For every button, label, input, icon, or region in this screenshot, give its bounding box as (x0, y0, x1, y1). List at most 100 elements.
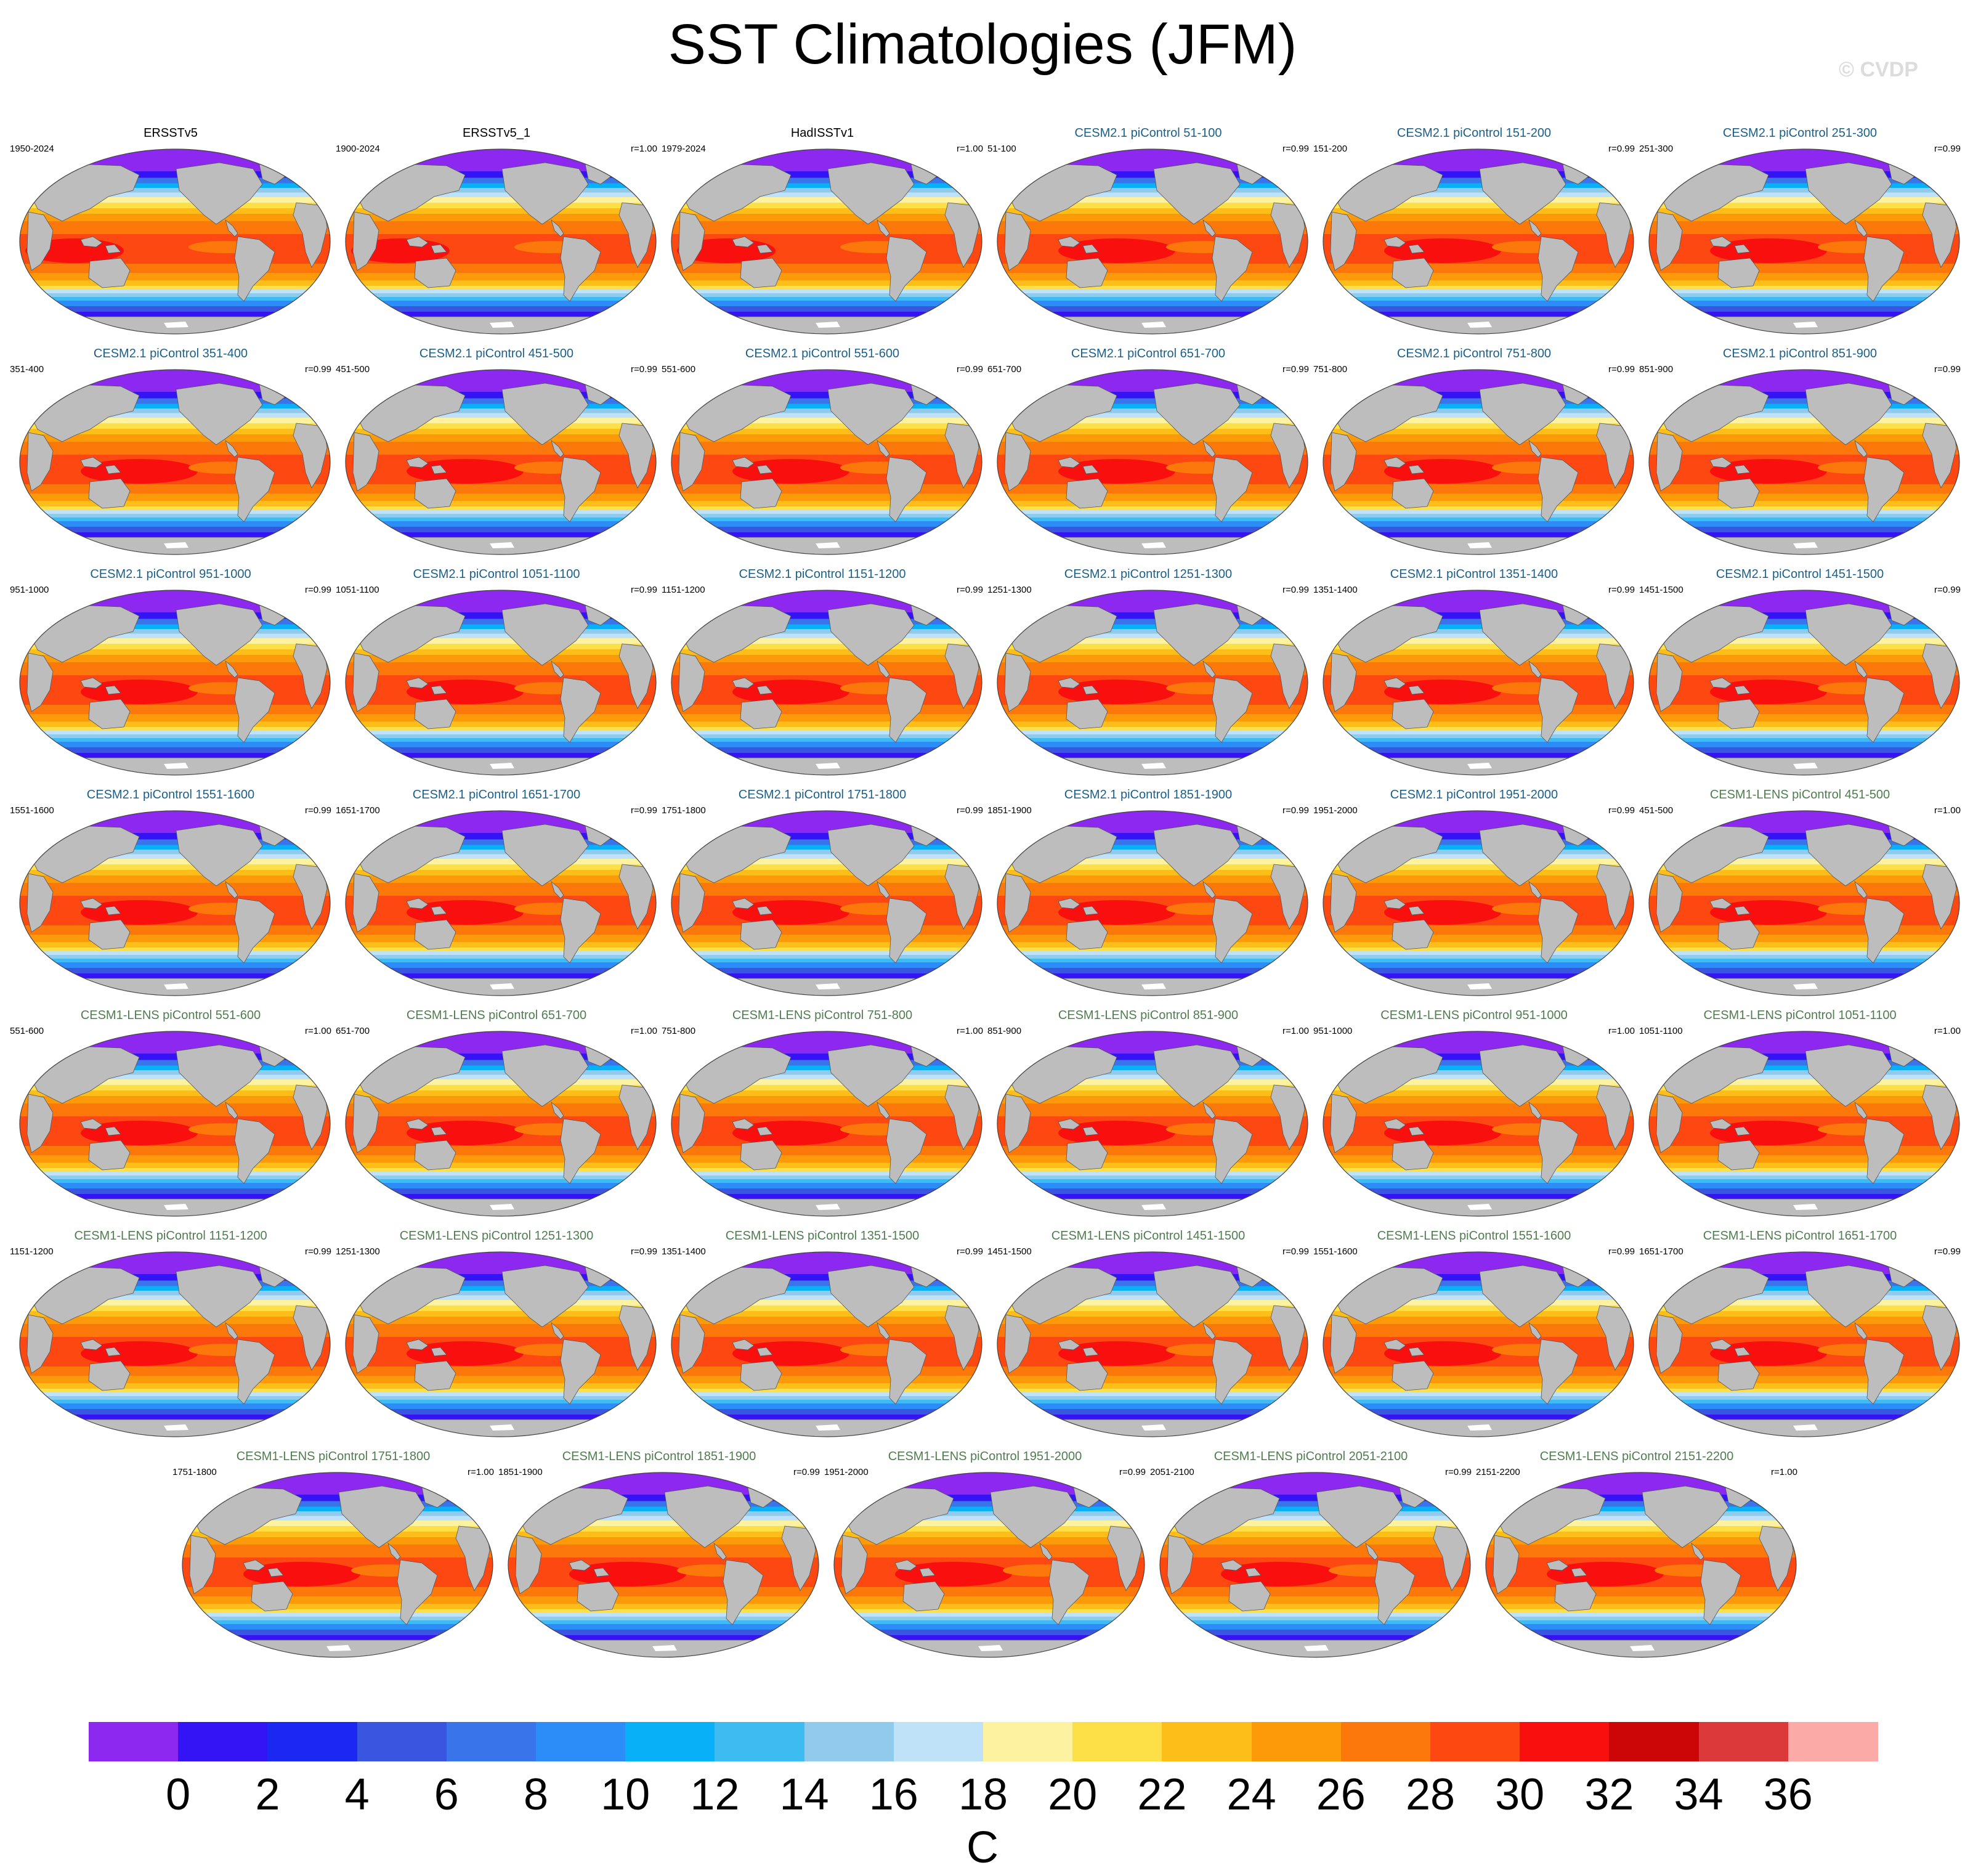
sst-band (671, 197, 982, 203)
panel-title: ERSSTv5 (144, 126, 198, 140)
colorbar-tick-label: 4 (344, 1770, 370, 1819)
sst-band (671, 655, 982, 663)
sst-band (346, 850, 656, 855)
sst-band (997, 1163, 1308, 1169)
panel-correlation: r=0.99 (305, 1246, 331, 1257)
map-panel: ERSSTv5 1950-2024 (7, 126, 334, 336)
land-mass (1374, 1559, 1416, 1625)
sst-band (1323, 638, 1634, 644)
missing-data-patch (1793, 322, 1818, 328)
land-mass (1479, 383, 1566, 445)
land-mass (1202, 1322, 1216, 1340)
sst-band (508, 1545, 819, 1558)
sst-band (1323, 1383, 1634, 1389)
sst-band (1649, 811, 1959, 834)
sst-band (346, 633, 656, 639)
sst-band (20, 484, 330, 494)
sst-band (1649, 1400, 1959, 1404)
map-outline (1648, 148, 1960, 335)
sst-band (671, 850, 982, 855)
sst-band (1323, 506, 1634, 511)
missing-data-patch (1467, 1424, 1492, 1431)
sst-band (1160, 1620, 1470, 1625)
sst-band (346, 942, 656, 948)
sst-band (20, 619, 330, 625)
missing-data-patch (978, 1645, 1003, 1651)
sst-band (346, 662, 656, 676)
sst-band (1323, 404, 1634, 409)
land-mass (560, 898, 601, 964)
land-mass (1734, 244, 1751, 254)
colorbar-tick-label: 18 (958, 1770, 1008, 1819)
sst-band (1323, 1070, 1634, 1076)
sst-band (1323, 747, 1634, 753)
sst-band (1323, 192, 1634, 198)
sst-band (997, 1389, 1308, 1393)
missing-data-patch (490, 763, 514, 769)
sst-band (1649, 738, 1959, 742)
sst-band (671, 705, 982, 715)
sst-band (1649, 1280, 1959, 1287)
panel-period: 451-500 (336, 364, 370, 375)
sst-band (671, 1079, 982, 1086)
land-mass (1479, 824, 1566, 887)
sst-band (997, 1060, 1308, 1066)
land-mass (1212, 677, 1253, 743)
panel-map (994, 809, 1311, 997)
sst-band (997, 925, 1308, 935)
sst-band (1323, 442, 1634, 455)
sst-band (1649, 833, 1959, 840)
land-mass (105, 465, 121, 474)
map-outline (671, 369, 983, 555)
sst-band (1649, 506, 1959, 511)
sst-band (20, 203, 330, 209)
land-mass (1058, 1118, 1080, 1130)
sst-band (1160, 1613, 1470, 1617)
panel-period: 551-600 (662, 364, 696, 375)
sst-band (1323, 959, 1634, 963)
land-mass (740, 699, 782, 729)
sst-band (20, 1295, 330, 1301)
land-mass (919, 1567, 936, 1577)
panel-map (994, 588, 1311, 777)
sst-band (1649, 1366, 1959, 1376)
sst-band (1649, 705, 1959, 715)
sst-map (1323, 148, 1634, 335)
sst-band (346, 962, 656, 968)
panel-map (1319, 147, 1637, 336)
land-mass (732, 1339, 755, 1350)
land-mass (1202, 1101, 1216, 1119)
land-mass (352, 1094, 379, 1153)
missing-data-patch (1141, 983, 1166, 989)
land-mass (551, 660, 564, 678)
sst-band (346, 404, 656, 409)
sst-band (346, 149, 656, 172)
sst-map (19, 1031, 331, 1217)
sst-band (997, 1096, 1308, 1104)
missing-data-patch (1793, 763, 1818, 769)
sst-band (346, 1179, 656, 1184)
sst-band (997, 968, 1308, 974)
colorbar-tick-label: 28 (1405, 1770, 1456, 1819)
land-mass (1805, 603, 1892, 666)
land-mass (1408, 685, 1425, 695)
sst-band (1323, 714, 1634, 722)
sst-band (671, 731, 982, 735)
panel-period: 1651-1700 (336, 805, 380, 816)
land-mass (1554, 1581, 1597, 1612)
sst-band (20, 1183, 330, 1189)
missing-data-patch (1141, 542, 1166, 548)
sst-band (346, 286, 656, 290)
land-mass (1691, 1542, 1704, 1561)
sst-band (346, 1311, 656, 1317)
sst-band (346, 845, 656, 850)
colorbar-tick-label: 32 (1584, 1770, 1634, 1819)
colorbar-segment (1698, 1722, 1789, 1761)
sst-map (1323, 590, 1634, 776)
missing-data-patch (816, 1204, 840, 1210)
land-mass (1805, 1044, 1892, 1107)
panel-correlation: r=0.99 (1608, 144, 1635, 154)
sst-band (346, 1252, 656, 1275)
panel-map (16, 368, 334, 556)
sst-band (20, 662, 330, 676)
